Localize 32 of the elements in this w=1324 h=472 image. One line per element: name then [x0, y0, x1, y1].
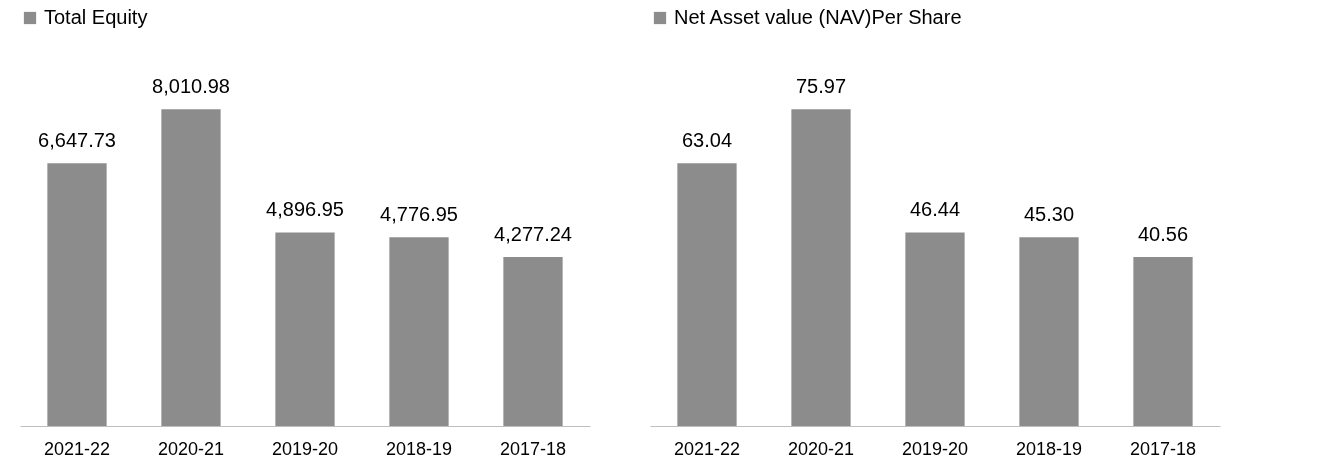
data-label: 4,776.95 — [380, 203, 458, 226]
x-tick-label: 2018-19 — [1015, 438, 1083, 459]
bar — [503, 256, 563, 426]
legend-label: Total Equity — [44, 6, 148, 28]
data-label: 4,277.24 — [494, 222, 572, 245]
x-tick-label: 2018-19 — [385, 438, 453, 459]
bar — [275, 232, 335, 426]
data-label: 63.04 — [681, 129, 733, 152]
bar — [791, 109, 851, 426]
data-label: 40.56 — [1137, 222, 1189, 245]
x-tick-label: 2021-22 — [673, 438, 741, 459]
x-tick-label: 2020-21 — [787, 438, 855, 459]
x-tick-label: 2017-18 — [499, 438, 567, 459]
data-label: 45.30 — [1023, 203, 1075, 226]
data-label: 8,010.98 — [152, 75, 230, 98]
bar — [47, 163, 107, 426]
bar — [389, 237, 449, 426]
x-tick-label: 2020-21 — [157, 438, 225, 459]
bar — [905, 232, 965, 426]
bar — [677, 163, 737, 426]
data-label: 46.44 — [909, 198, 961, 221]
data-label: 75.97 — [795, 75, 847, 98]
x-tick-label: 2021-22 — [43, 438, 111, 459]
legend-label: Net Asset value (NAV)Per Share — [674, 6, 962, 28]
x-tick-label: 2017-18 — [1129, 438, 1197, 459]
data-label: 6,647.73 — [38, 129, 116, 152]
x-tick-label: 2019-20 — [271, 438, 339, 459]
data-label: 4,896.95 — [266, 198, 344, 221]
bar — [1019, 237, 1079, 426]
bar — [161, 109, 221, 426]
bar — [1133, 256, 1193, 426]
x-tick-label: 2019-20 — [901, 438, 969, 459]
